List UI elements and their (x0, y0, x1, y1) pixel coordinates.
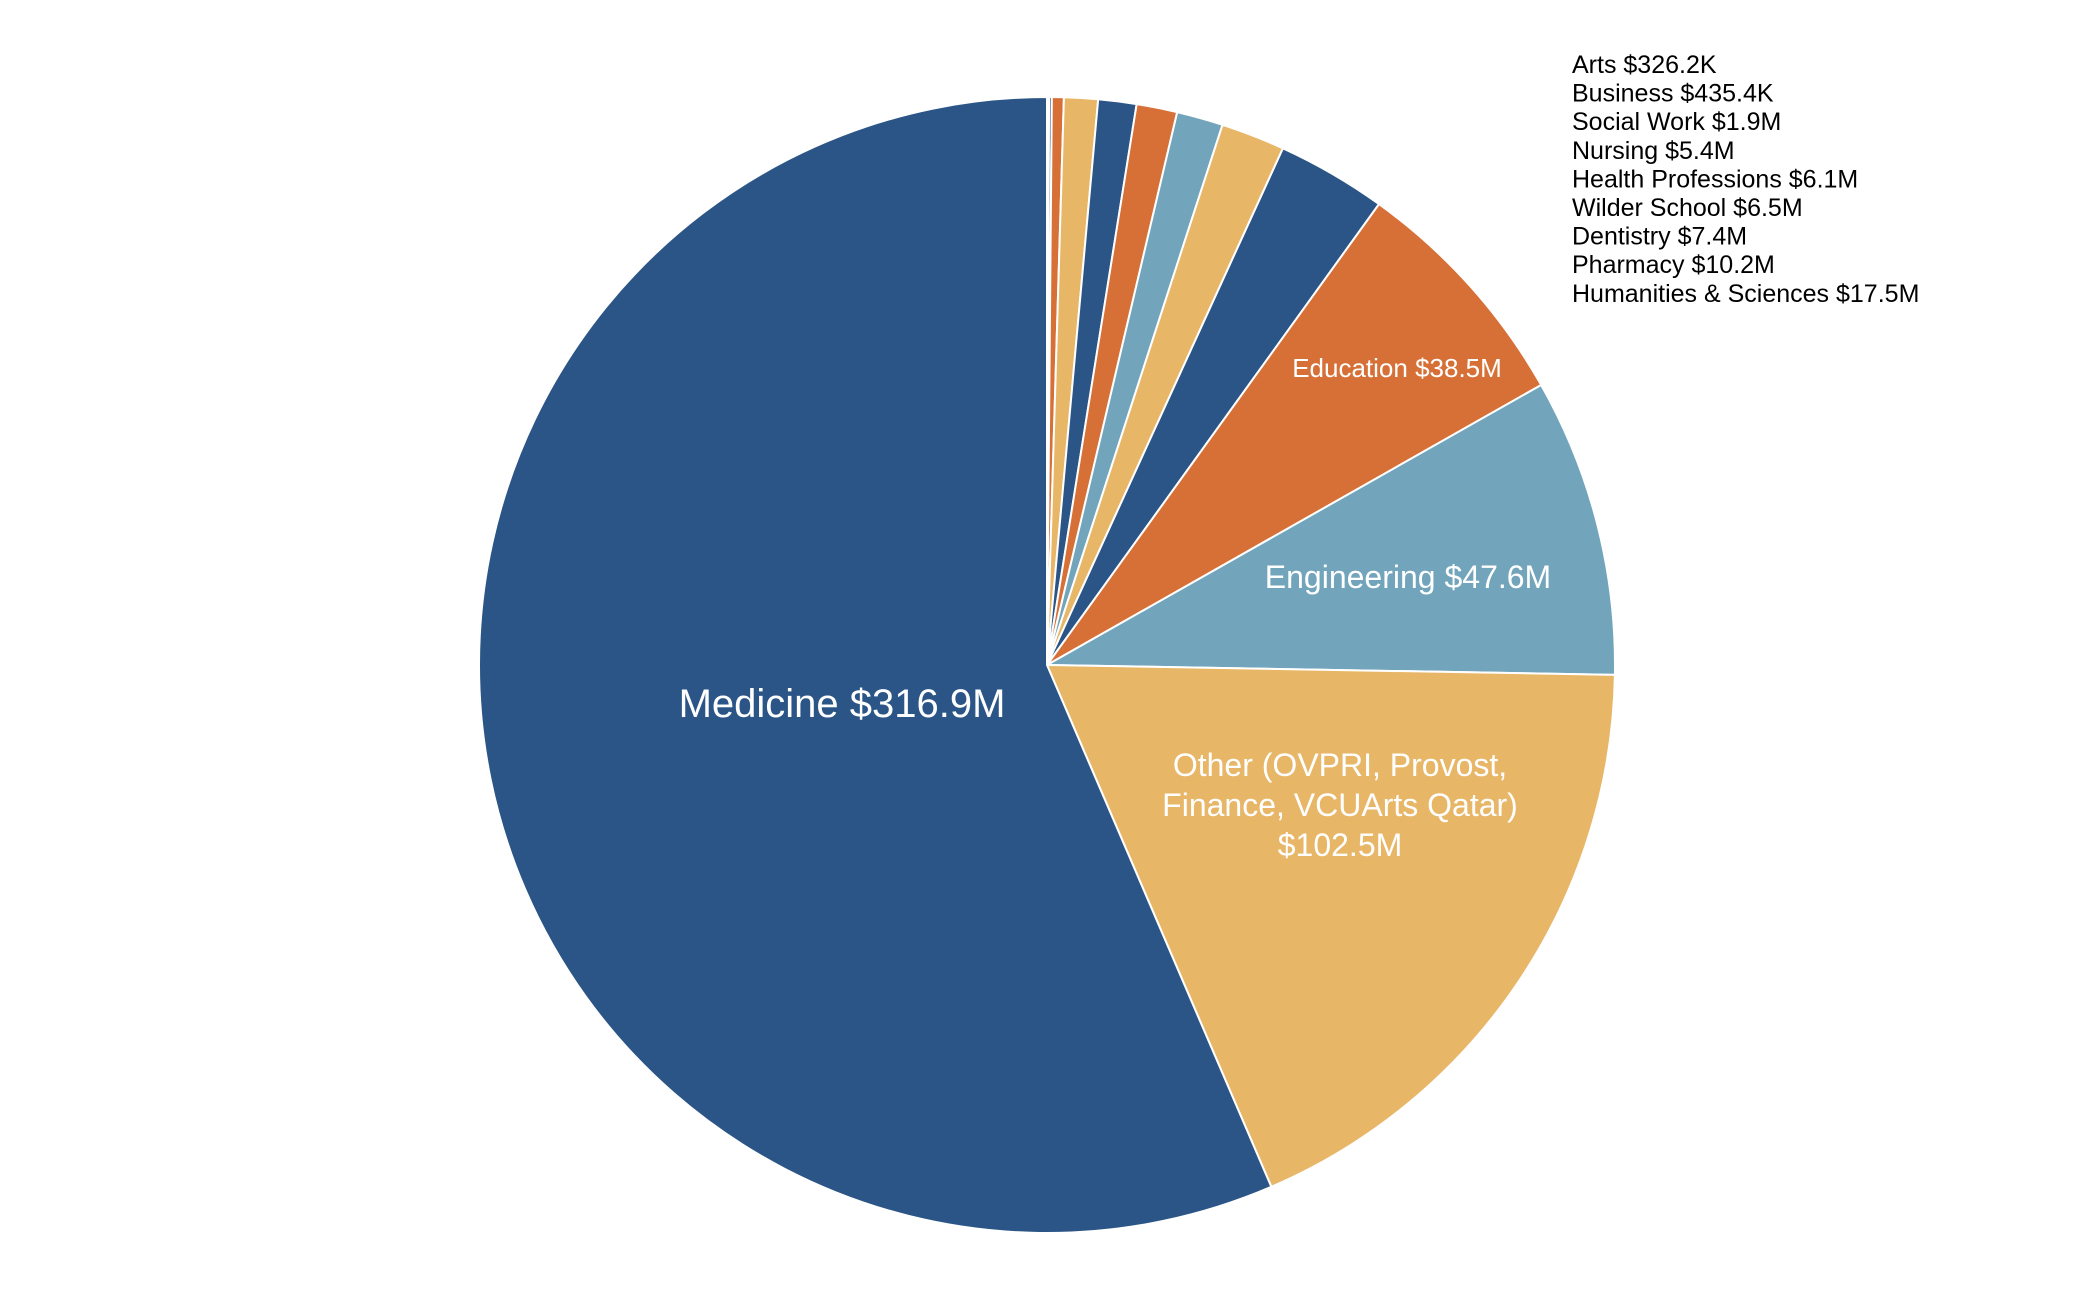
label-other-line-3: $102.5M (1278, 827, 1403, 863)
label-other-line-1: Other (OVPRI, Provost, (1173, 747, 1507, 783)
pie-slice-medicine (478, 95, 1273, 1234)
outside-label: Arts $326.2K (1572, 51, 1717, 79)
outside-label: Pharmacy $10.2M (1572, 251, 1775, 279)
inside-labels: Medicine $316.9M Engineering $47.6M Educ… (679, 353, 1552, 863)
outside-label: Social Work $1.9M (1572, 108, 1781, 136)
outside-label: Business $435.4K (1572, 80, 1774, 108)
outside-label: Health Professions $6.1M (1572, 165, 1858, 193)
outside-label: Dentistry $7.4M (1572, 223, 1747, 251)
pie-slices (478, 95, 1616, 1234)
label-education: Education $38.5M (1292, 353, 1502, 383)
label-engineering: Engineering $47.6M (1265, 559, 1551, 595)
outside-label: Humanities & Sciences $17.5M (1572, 280, 1919, 308)
outside-label: Wilder School $6.5M (1572, 194, 1803, 222)
pie-slice-education (1046, 202, 1543, 666)
pie-slice-engineering (1043, 383, 1616, 676)
label-medicine: Medicine $316.9M (679, 682, 1006, 726)
outside-label: Nursing $5.4M (1572, 137, 1735, 165)
pie-slice-other-ovpri-provost-finance-vcuarts-qatar (1045, 663, 1616, 1189)
label-other-line-2: Finance, VCUArts Qatar) (1162, 787, 1518, 823)
